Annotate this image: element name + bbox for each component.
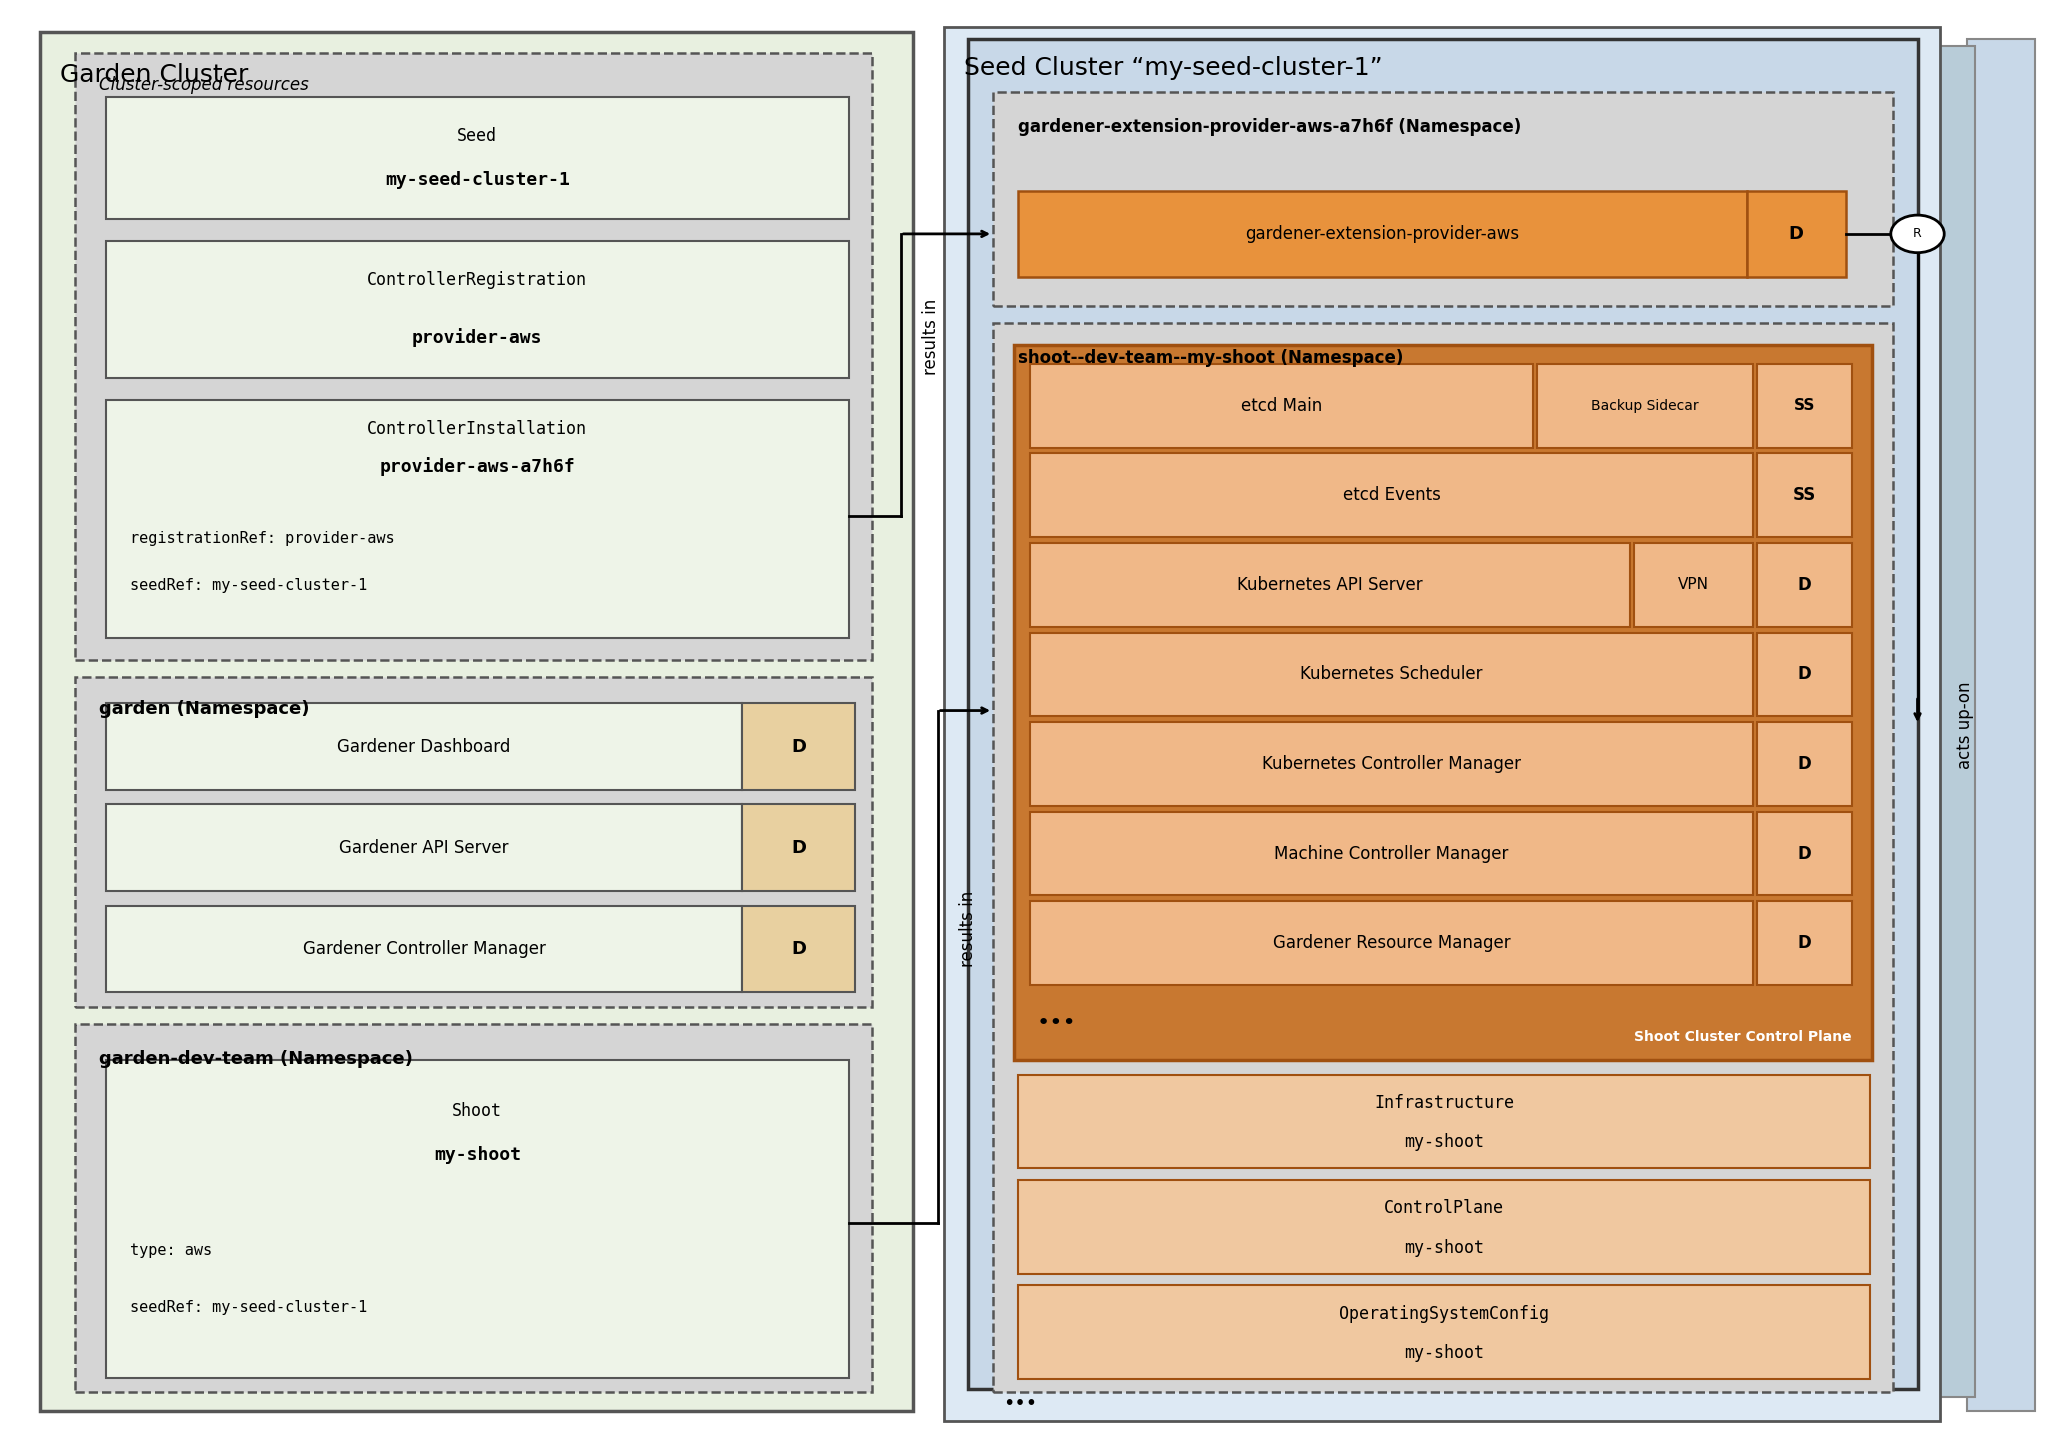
Bar [1030, 812, 1753, 896]
Text: results in: results in [960, 890, 976, 967]
Text: SS: SS [1794, 399, 1815, 413]
Text: Gardener Resource Manager: Gardener Resource Manager [1273, 934, 1510, 953]
Bar [1030, 902, 1753, 985]
Bar [1030, 542, 1629, 626]
Text: Kubernetes Controller Manager: Kubernetes Controller Manager [1263, 755, 1520, 773]
Text: etcd Main: etcd Main [1240, 397, 1323, 415]
Text: •••: ••• [1036, 1012, 1075, 1032]
Bar [105, 1060, 849, 1378]
Bar [1634, 542, 1753, 626]
Text: OperatingSystemConfig: OperatingSystemConfig [1339, 1305, 1549, 1322]
Bar [742, 703, 855, 790]
Bar [105, 400, 849, 638]
Text: •••: ••• [1003, 1395, 1038, 1414]
Bar [105, 703, 742, 790]
Bar [993, 323, 1893, 1392]
Text: Backup Sidecar: Backup Sidecar [1592, 399, 1700, 413]
Text: results in: results in [923, 299, 939, 374]
Circle shape [1891, 215, 1945, 252]
Bar [1757, 902, 1852, 985]
Bar [943, 28, 1941, 1421]
Text: Kubernetes Scheduler: Kubernetes Scheduler [1300, 666, 1483, 683]
Bar [1014, 345, 1873, 1060]
Bar [1934, 46, 1976, 1396]
Text: Seed: Seed [457, 128, 496, 145]
Text: D: D [1798, 755, 1811, 773]
Text: D: D [791, 838, 805, 857]
Bar [105, 97, 849, 219]
Text: Cluster-scoped resources: Cluster-scoped resources [99, 75, 309, 94]
Text: D: D [1798, 844, 1811, 863]
Text: D: D [1788, 225, 1805, 244]
Bar [968, 39, 1918, 1389]
Bar [993, 93, 1893, 306]
Bar [105, 906, 742, 992]
Text: Gardener API Server: Gardener API Server [340, 838, 509, 857]
Bar [1030, 632, 1753, 716]
Text: my-seed-cluster-1: my-seed-cluster-1 [385, 171, 571, 188]
Text: Garden Cluster: Garden Cluster [60, 62, 249, 87]
Text: D: D [791, 738, 805, 755]
Text: etcd Events: etcd Events [1343, 486, 1440, 505]
Text: Shoot: Shoot [453, 1102, 503, 1119]
Text: ControllerRegistration: ControllerRegistration [367, 271, 587, 289]
Text: Infrastructure: Infrastructure [1374, 1093, 1514, 1112]
Text: acts up-on: acts up-on [1955, 682, 1973, 769]
Bar [1757, 542, 1852, 626]
Bar [742, 805, 855, 892]
Text: SS: SS [1792, 486, 1817, 505]
Text: Gardener Controller Manager: Gardener Controller Manager [303, 940, 546, 958]
Bar [74, 677, 871, 1006]
Bar [1018, 190, 1747, 277]
Text: seedRef: my-seed-cluster-1: seedRef: my-seed-cluster-1 [130, 1301, 367, 1315]
Bar [1018, 1180, 1870, 1275]
Text: provider-aws-a7h6f: provider-aws-a7h6f [379, 457, 575, 476]
Bar [105, 241, 849, 378]
Bar [1018, 1286, 1870, 1379]
Bar [1757, 454, 1852, 536]
Text: seedRef: my-seed-cluster-1: seedRef: my-seed-cluster-1 [130, 579, 367, 593]
Text: D: D [791, 940, 805, 958]
Bar [1757, 722, 1852, 806]
Text: provider-aws: provider-aws [412, 328, 542, 347]
Bar [74, 54, 871, 660]
Text: my-shoot: my-shoot [435, 1147, 521, 1164]
Bar [1757, 364, 1852, 448]
Bar [1747, 190, 1846, 277]
Text: D: D [1798, 934, 1811, 953]
Bar [1537, 364, 1753, 448]
Bar [1757, 632, 1852, 716]
Text: gardener-extension-provider-aws-a7h6f (Namespace): gardener-extension-provider-aws-a7h6f (N… [1018, 117, 1520, 136]
Bar [1967, 39, 2035, 1411]
Text: D: D [1798, 666, 1811, 683]
Text: garden-dev-team (Namespace): garden-dev-team (Namespace) [99, 1050, 414, 1067]
Text: shoot--dev-team--my-shoot (Namespace): shoot--dev-team--my-shoot (Namespace) [1018, 349, 1403, 367]
Text: VPN: VPN [1679, 577, 1710, 593]
Text: Shoot Cluster Control Plane: Shoot Cluster Control Plane [1634, 1030, 1852, 1044]
Text: Kubernetes API Server: Kubernetes API Server [1238, 576, 1423, 594]
Bar [39, 32, 913, 1411]
Text: ControlPlane: ControlPlane [1384, 1199, 1504, 1217]
Text: D: D [1798, 576, 1811, 594]
Bar [742, 906, 855, 992]
Text: registrationRef: provider-aws: registrationRef: provider-aws [130, 531, 396, 545]
Bar [1018, 1074, 1870, 1169]
Text: Gardener Dashboard: Gardener Dashboard [338, 738, 511, 755]
Text: ControllerInstallation: ControllerInstallation [367, 419, 587, 438]
Bar [1757, 812, 1852, 896]
Text: Seed Cluster “my-seed-cluster-1”: Seed Cluster “my-seed-cluster-1” [964, 55, 1382, 80]
Text: Machine Controller Manager: Machine Controller Manager [1275, 844, 1508, 863]
Bar [1030, 454, 1753, 536]
Text: my-shoot: my-shoot [1405, 1132, 1483, 1151]
Text: type: aws: type: aws [130, 1243, 212, 1259]
Text: garden (Namespace): garden (Namespace) [99, 700, 309, 718]
Text: R: R [1914, 228, 1922, 241]
Bar [1030, 364, 1533, 448]
Text: my-shoot: my-shoot [1405, 1344, 1483, 1362]
Bar [1030, 722, 1753, 806]
Bar [105, 805, 742, 892]
Text: gardener-extension-provider-aws: gardener-extension-provider-aws [1246, 225, 1520, 244]
Bar [74, 1024, 871, 1392]
Text: my-shoot: my-shoot [1405, 1238, 1483, 1257]
